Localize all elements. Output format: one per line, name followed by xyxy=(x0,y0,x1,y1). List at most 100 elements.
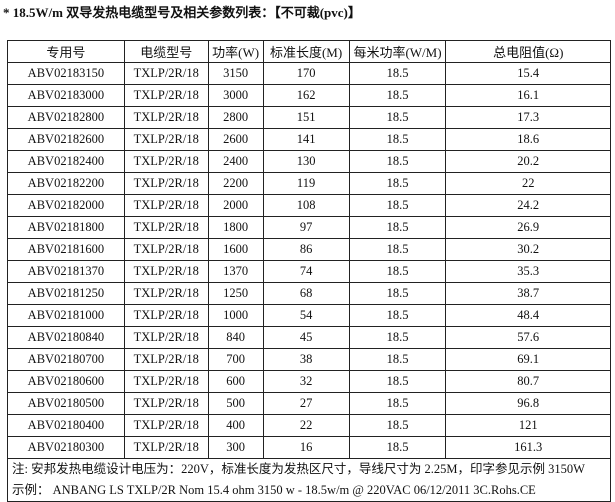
cell-resistance: 20.2 xyxy=(445,150,611,173)
table-row: ABV02182000 TXLP/2R/18 2000 108 18.5 24.2 xyxy=(7,194,611,217)
cell-resistance: 30.2 xyxy=(445,238,611,261)
cell-part-number: ABV02183150 xyxy=(7,62,125,85)
cell-length: 97 xyxy=(262,216,350,239)
cell-power: 3150 xyxy=(207,62,264,85)
cell-part-number: ABV02180500 xyxy=(7,392,125,415)
cell-power-per-meter: 18.5 xyxy=(348,106,447,129)
cell-part-number: ABV02182800 xyxy=(7,106,125,129)
cell-resistance: 38.7 xyxy=(445,282,611,305)
cell-part-number: ABV02181600 xyxy=(7,238,125,261)
cell-part-number: ABV02182400 xyxy=(7,150,125,173)
table-row: ABV02180500 TXLP/2R/18 500 27 18.5 96.8 xyxy=(7,392,611,415)
cell-cable-model: TXLP/2R/18 xyxy=(123,84,209,107)
cell-length: 54 xyxy=(262,304,350,327)
cell-power-per-meter: 18.5 xyxy=(348,348,447,371)
table-row: ABV02182800 TXLP/2R/18 2800 151 18.5 17.3 xyxy=(7,106,611,129)
cell-power: 2400 xyxy=(207,150,264,173)
cell-power: 2000 xyxy=(207,194,264,217)
cell-length: 68 xyxy=(262,282,350,305)
cell-length: 141 xyxy=(262,128,350,151)
cell-power-per-meter: 18.5 xyxy=(348,62,447,85)
cell-length: 151 xyxy=(262,106,350,129)
note-line-2: 示例： ANBANG LS TXLP/2R Nom 15.4 ohm 3150 … xyxy=(12,483,536,497)
cell-cable-model: TXLP/2R/18 xyxy=(123,348,209,371)
cell-power-per-meter: 18.5 xyxy=(348,150,447,173)
table-row: ABV02181250 TXLP/2R/18 1250 68 18.5 38.7 xyxy=(7,282,611,305)
cell-cable-model: TXLP/2R/18 xyxy=(123,260,209,283)
cell-part-number: ABV02182000 xyxy=(7,194,125,217)
cell-resistance: 15.4 xyxy=(445,62,611,85)
cell-resistance: 48.4 xyxy=(445,304,611,327)
cell-part-number: ABV02180600 xyxy=(7,370,125,393)
cell-power: 2600 xyxy=(207,128,264,151)
cell-power: 700 xyxy=(207,348,264,371)
table-row: ABV02182200 TXLP/2R/18 2200 119 18.5 22 xyxy=(7,172,611,195)
cell-cable-model: TXLP/2R/18 xyxy=(123,194,209,217)
cell-resistance: 121 xyxy=(445,414,611,437)
cell-cable-model: TXLP/2R/18 xyxy=(123,216,209,239)
cell-cable-model: TXLP/2R/18 xyxy=(123,414,209,437)
cell-resistance: 18.6 xyxy=(445,128,611,151)
cell-length: 162 xyxy=(262,84,350,107)
cell-cable-model: TXLP/2R/18 xyxy=(123,436,209,459)
cell-cable-model: TXLP/2R/18 xyxy=(123,150,209,173)
cell-cable-model: TXLP/2R/18 xyxy=(123,326,209,349)
cell-cable-model: TXLP/2R/18 xyxy=(123,172,209,195)
cell-power-per-meter: 18.5 xyxy=(348,436,447,459)
header-part-number: 专用号 xyxy=(7,40,125,63)
table-row: ABV02182400 TXLP/2R/18 2400 130 18.5 20.2 xyxy=(7,150,611,173)
table-row: ABV02182600 TXLP/2R/18 2600 141 18.5 18.6 xyxy=(7,128,611,151)
cell-length: 170 xyxy=(262,62,350,85)
cell-power: 840 xyxy=(207,326,264,349)
cell-power-per-meter: 18.5 xyxy=(348,128,447,151)
note-cell: 注: 安邦发热电缆设计电压为：220V，标准长度为发热区尺寸，导线尺寸为 2.2… xyxy=(7,458,611,502)
cell-power-per-meter: 18.5 xyxy=(348,260,447,283)
cell-length: 16 xyxy=(262,436,350,459)
header-length: 标准长度(M) xyxy=(262,40,350,63)
cell-part-number: ABV02180300 xyxy=(7,436,125,459)
cell-power: 1250 xyxy=(207,282,264,305)
cell-resistance: 161.3 xyxy=(445,436,611,459)
header-power-per-meter: 每米功率(W/M) xyxy=(348,40,447,63)
cell-resistance: 24.2 xyxy=(445,194,611,217)
table-row: ABV02180300 TXLP/2R/18 300 16 18.5 161.3 xyxy=(7,436,611,459)
note-line-1: 注: 安邦发热电缆设计电压为：220V，标准长度为发热区尺寸，导线尺寸为 2.2… xyxy=(12,462,585,476)
cell-cable-model: TXLP/2R/18 xyxy=(123,392,209,415)
cell-part-number: ABV02180840 xyxy=(7,326,125,349)
cell-power: 600 xyxy=(207,370,264,393)
cell-power: 1600 xyxy=(207,238,264,261)
cell-power-per-meter: 18.5 xyxy=(348,414,447,437)
cell-length: 27 xyxy=(262,392,350,415)
cell-length: 74 xyxy=(262,260,350,283)
cell-power: 1370 xyxy=(207,260,264,283)
cell-power-per-meter: 18.5 xyxy=(348,370,447,393)
table-row: ABV02183000 TXLP/2R/18 3000 162 18.5 16.1 xyxy=(7,84,611,107)
header-cable-model: 电缆型号 xyxy=(123,40,209,63)
cell-length: 119 xyxy=(262,172,350,195)
cell-cable-model: TXLP/2R/18 xyxy=(123,62,209,85)
table-row: ABV02180700 TXLP/2R/18 700 38 18.5 69.1 xyxy=(7,348,611,371)
cell-length: 38 xyxy=(262,348,350,371)
cell-power-per-meter: 18.5 xyxy=(348,238,447,261)
cell-resistance: 16.1 xyxy=(445,84,611,107)
cell-resistance: 57.6 xyxy=(445,326,611,349)
cell-part-number: ABV02181250 xyxy=(7,282,125,305)
table-row: ABV02180600 TXLP/2R/18 600 32 18.5 80.7 xyxy=(7,370,611,393)
cell-cable-model: TXLP/2R/18 xyxy=(123,304,209,327)
cell-cable-model: TXLP/2R/18 xyxy=(123,128,209,151)
cell-power: 400 xyxy=(207,414,264,437)
note-row: 注: 安邦发热电缆设计电压为：220V，标准长度为发热区尺寸，导线尺寸为 2.2… xyxy=(7,458,611,502)
cell-power-per-meter: 18.5 xyxy=(348,282,447,305)
cell-length: 22 xyxy=(262,414,350,437)
cell-length: 86 xyxy=(262,238,350,261)
cell-part-number: ABV02182600 xyxy=(7,128,125,151)
cell-power-per-meter: 18.5 xyxy=(348,304,447,327)
cell-power-per-meter: 18.5 xyxy=(348,392,447,415)
cell-resistance: 35.3 xyxy=(445,260,611,283)
table-row: ABV02181600 TXLP/2R/18 1600 86 18.5 30.2 xyxy=(7,238,611,261)
table-row: ABV02180840 TXLP/2R/18 840 45 18.5 57.6 xyxy=(7,326,611,349)
cell-resistance: 69.1 xyxy=(445,348,611,371)
cell-power: 2200 xyxy=(207,172,264,195)
cell-power: 300 xyxy=(207,436,264,459)
cell-length: 32 xyxy=(262,370,350,393)
